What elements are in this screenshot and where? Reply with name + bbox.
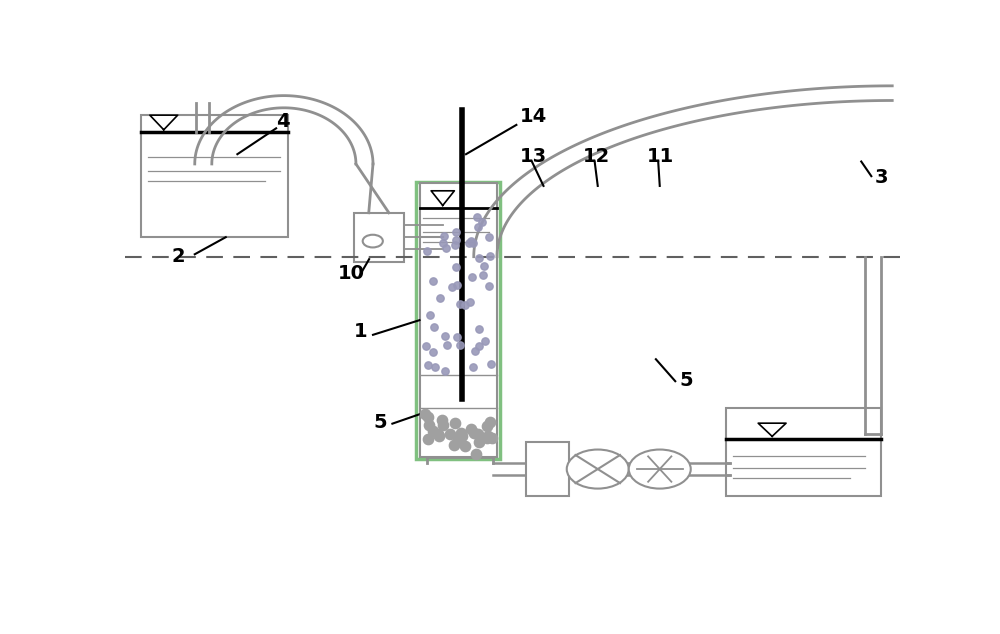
Point xyxy=(477,336,493,346)
Point xyxy=(471,252,487,262)
Text: 3: 3 xyxy=(874,169,888,188)
Point xyxy=(450,433,466,443)
Point xyxy=(468,450,484,460)
Point xyxy=(420,434,436,444)
Point xyxy=(447,240,463,250)
Text: 13: 13 xyxy=(520,146,547,165)
Point xyxy=(431,430,447,441)
Point xyxy=(471,437,487,447)
Point xyxy=(448,235,464,245)
Point xyxy=(481,233,497,243)
Point xyxy=(426,323,442,333)
Point xyxy=(466,427,482,437)
Point xyxy=(422,310,438,320)
FancyBboxPatch shape xyxy=(526,443,569,496)
Point xyxy=(471,341,487,351)
Point xyxy=(438,242,454,252)
Point xyxy=(417,409,433,419)
Point xyxy=(432,294,448,304)
Point xyxy=(448,262,464,272)
Point xyxy=(449,280,465,290)
Point xyxy=(461,238,477,249)
Point xyxy=(420,360,436,370)
Point xyxy=(462,297,478,307)
Text: 10: 10 xyxy=(338,264,365,283)
Text: 1: 1 xyxy=(354,322,367,341)
Text: 2: 2 xyxy=(172,247,185,266)
Text: 5: 5 xyxy=(373,413,387,432)
Point xyxy=(463,424,479,434)
Point xyxy=(450,436,466,446)
Point xyxy=(425,426,441,436)
Point xyxy=(427,362,443,372)
Text: 12: 12 xyxy=(583,146,610,165)
Point xyxy=(484,433,500,443)
Point xyxy=(471,323,487,333)
Point xyxy=(446,440,462,450)
Point xyxy=(448,228,464,238)
Point xyxy=(452,299,468,309)
Point xyxy=(469,212,485,222)
FancyBboxPatch shape xyxy=(420,183,497,457)
Point xyxy=(470,429,486,439)
Circle shape xyxy=(629,450,691,489)
FancyBboxPatch shape xyxy=(140,115,288,237)
Point xyxy=(418,340,434,351)
FancyBboxPatch shape xyxy=(354,213,404,262)
Point xyxy=(430,429,446,439)
Point xyxy=(470,222,486,232)
Point xyxy=(442,429,458,439)
Point xyxy=(439,340,455,351)
Point xyxy=(452,340,468,351)
Point xyxy=(457,301,473,311)
Point xyxy=(435,238,451,249)
Text: 14: 14 xyxy=(520,107,548,126)
Point xyxy=(425,347,441,357)
Point xyxy=(474,217,490,227)
Point xyxy=(437,366,453,377)
FancyBboxPatch shape xyxy=(416,181,500,459)
Point xyxy=(479,421,495,431)
Text: 11: 11 xyxy=(647,146,674,165)
Polygon shape xyxy=(431,191,454,205)
Point xyxy=(421,420,437,430)
Point xyxy=(482,417,498,427)
Point xyxy=(464,271,480,281)
Point xyxy=(419,246,435,256)
Point xyxy=(465,361,481,372)
Point xyxy=(454,430,470,441)
Point xyxy=(463,236,479,247)
Point xyxy=(452,431,468,441)
Point xyxy=(453,428,469,438)
Point xyxy=(436,231,452,241)
Point xyxy=(420,412,436,422)
Point xyxy=(425,276,441,286)
Point xyxy=(480,431,496,441)
Point xyxy=(437,330,453,340)
Point xyxy=(435,420,451,430)
Point xyxy=(457,441,473,451)
Point xyxy=(434,415,450,425)
Point xyxy=(475,270,491,280)
Point xyxy=(444,282,460,292)
Text: 5: 5 xyxy=(679,371,693,390)
Point xyxy=(483,358,499,368)
Point xyxy=(481,281,497,291)
Polygon shape xyxy=(758,423,786,436)
Point xyxy=(467,346,483,356)
Text: 4: 4 xyxy=(276,112,290,131)
Polygon shape xyxy=(150,115,178,130)
Point xyxy=(482,251,498,261)
Point xyxy=(476,261,492,271)
Circle shape xyxy=(567,450,629,489)
Point xyxy=(479,433,495,443)
Point xyxy=(465,238,481,248)
Point xyxy=(447,417,463,427)
FancyBboxPatch shape xyxy=(726,408,881,496)
Point xyxy=(449,332,465,342)
